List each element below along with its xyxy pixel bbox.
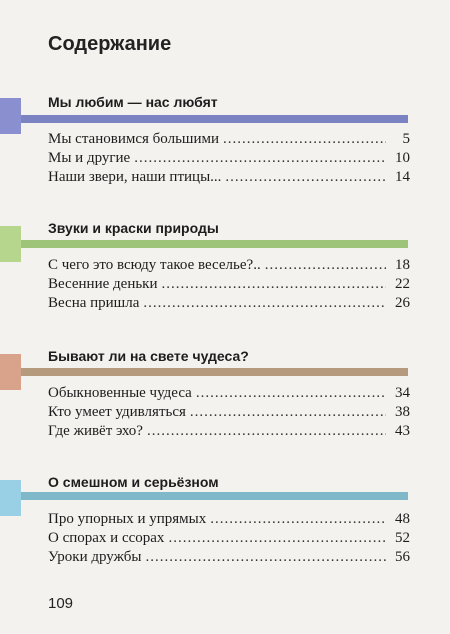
toc-entry[interactable]: О спорах и ссорах 52 <box>48 529 410 548</box>
toc-entry[interactable]: Наши звери, наши птицы... 14 <box>48 168 410 187</box>
toc-entry-title: Обыкновенные чудеса <box>48 385 192 401</box>
page-number: 109 <box>48 595 74 612</box>
section-color-tab <box>0 98 21 134</box>
page-title: Содержание <box>48 33 172 55</box>
toc-list: С чего это всюду такое веселье?.. 18 Вес… <box>48 256 410 313</box>
toc-list: Про упорных и упрямых 48 О спорах и ссор… <box>48 510 410 567</box>
section-underline-bar <box>21 115 408 123</box>
toc-list: Обыкновенные чудеса 34 Кто умеет удивлят… <box>48 384 410 441</box>
toc-entry-title: Уроки дружбы <box>48 549 142 565</box>
toc-entry-title: Мы становимся большими <box>48 131 220 147</box>
toc-entry-page: 48 <box>395 511 410 527</box>
section-color-tab <box>0 226 21 262</box>
leader-dots <box>134 149 386 168</box>
toc-entry-page: 10 <box>395 150 410 166</box>
leader-dots <box>143 294 386 313</box>
toc-entry[interactable]: С чего это всюду такое веселье?.. 18 <box>48 256 410 275</box>
toc-entry-title: Мы и другие <box>48 150 131 166</box>
leader-dots <box>147 422 386 441</box>
leader-dots <box>210 510 386 529</box>
toc-entry[interactable]: Про упорных и упрямых 48 <box>48 510 410 529</box>
toc-entry-title: Кто умеет удивляться <box>48 404 186 420</box>
leader-dots <box>168 529 386 548</box>
section-underline-bar <box>21 368 408 376</box>
leader-dots <box>145 548 386 567</box>
section-underline-bar <box>21 240 408 248</box>
leader-dots <box>196 384 386 403</box>
toc-entry-title: Где живёт эхо? <box>48 423 143 439</box>
leader-dots <box>190 403 386 422</box>
toc-entry-title: Весенние деньки <box>48 276 158 292</box>
toc-list: Мы становимся большими 5 Мы и другие 10 … <box>48 130 410 187</box>
toc-entry[interactable]: Уроки дружбы 56 <box>48 548 410 567</box>
section-heading: Бывают ли на свете чудеса? <box>48 348 249 364</box>
toc-entry[interactable]: Обыкновенные чудеса 34 <box>48 384 410 403</box>
toc-entry-page: 43 <box>395 423 410 439</box>
leader-dots <box>223 130 386 149</box>
toc-entry[interactable]: Кто умеет удивляться 38 <box>48 403 410 422</box>
toc-entry-page: 5 <box>402 131 411 147</box>
section-heading: О смешном и серьёзном <box>48 474 219 490</box>
toc-entry[interactable]: Мы становимся большими 5 <box>48 130 410 149</box>
toc-entry[interactable]: Весна пришла 26 <box>48 294 410 313</box>
toc-entry-page: 18 <box>395 257 410 273</box>
section-color-tab <box>0 354 21 390</box>
toc-entry-title: Наши звери, наши птицы... <box>48 169 222 185</box>
toc-entry-title: С чего это всюду такое веселье?.. <box>48 257 261 273</box>
toc-entry-page: 34 <box>395 385 410 401</box>
toc-entry-page: 22 <box>395 276 410 292</box>
toc-entry-page: 56 <box>395 549 410 565</box>
toc-entry-page: 26 <box>395 295 410 311</box>
section-color-tab <box>0 480 21 516</box>
leader-dots <box>162 275 387 294</box>
toc-entry-page: 14 <box>395 169 410 185</box>
leader-dots <box>265 256 386 275</box>
toc-entry-title: О спорах и ссорах <box>48 530 165 546</box>
section-heading: Звуки и краски природы <box>48 220 219 236</box>
toc-entry-title: Весна пришла <box>48 295 140 311</box>
toc-entry[interactable]: Весенние деньки 22 <box>48 275 410 294</box>
section-heading: Мы любим — нас любят <box>48 94 218 110</box>
leader-dots <box>225 168 386 187</box>
toc-entry-page: 52 <box>395 530 410 546</box>
toc-entry-title: Про упорных и упрямых <box>48 511 207 527</box>
toc-entry[interactable]: Мы и другие 10 <box>48 149 410 168</box>
toc-entry[interactable]: Где живёт эхо? 43 <box>48 422 410 441</box>
toc-entry-page: 38 <box>395 404 410 420</box>
section-underline-bar <box>21 492 408 500</box>
